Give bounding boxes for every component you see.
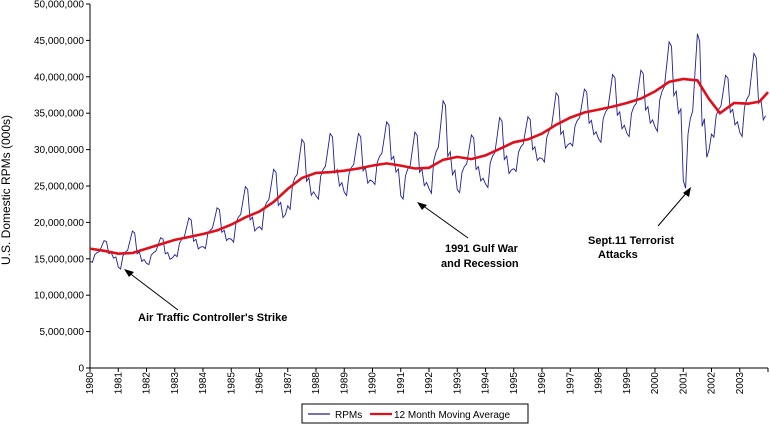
annotation-sept-11-text-1: Sept.11 Terrorist xyxy=(588,235,674,247)
x-tick-label: 2000 xyxy=(650,372,661,395)
legend-box xyxy=(301,403,529,424)
x-tick-label: 1985 xyxy=(226,372,237,395)
annotation-sept-11-arrowhead xyxy=(683,187,691,197)
y-tick-label: 25,000,000 xyxy=(34,182,84,193)
y-ticks: 0 5,000,000 10,000,000 15,000,000 20,000,000… xyxy=(34,0,90,375)
x-tick-label: 1998 xyxy=(594,372,605,395)
annotation-sept-11: Sept.11 Terrorist Attacks xyxy=(588,187,691,261)
y-tick-label: 40,000,000 xyxy=(34,72,84,83)
x-tick-label: 2002 xyxy=(707,372,718,395)
annotation-gulf-war-text-1: 1991 Gulf War xyxy=(445,243,519,255)
y-tick-label: 45,000,000 xyxy=(34,36,84,47)
series-moving-average-line xyxy=(89,77,769,256)
y-tick-label: 0 xyxy=(78,364,84,375)
x-tick-label: 1984 xyxy=(198,372,209,395)
annotation-strike-arrowhead xyxy=(124,269,134,277)
y-tick-label: 20,000,000 xyxy=(34,218,84,229)
y-tick-label: 50,000,000 xyxy=(34,0,84,11)
y-tick-label: 30,000,000 xyxy=(34,145,84,156)
annotation-gulf-war-arrow xyxy=(421,204,469,239)
x-tick-label: 1994 xyxy=(481,372,492,395)
x-tick-label: 1996 xyxy=(537,372,548,395)
x-tick-label: 1982 xyxy=(142,372,153,395)
annotation-sept-11-arrow xyxy=(657,190,689,227)
annotation-gulf-war-text-2: and Recession xyxy=(441,258,519,270)
y-tick-label: 5,000,000 xyxy=(40,327,85,338)
annotation-gulf-war-arrowhead xyxy=(417,202,427,210)
annotation-strike-arrow xyxy=(127,271,179,311)
x-tick-label: 1988 xyxy=(311,372,322,395)
annotation-strike-text: Air Traffic Controller's Strike xyxy=(138,312,287,324)
x-tick-label: 1987 xyxy=(283,372,294,395)
x-tick-label: 1981 xyxy=(113,372,124,395)
annotation-strike: Air Traffic Controller's Strike xyxy=(124,269,287,324)
x-tick-label: 1992 xyxy=(424,372,435,395)
x-tick-label: 1995 xyxy=(509,372,520,395)
x-tick-label: 1983 xyxy=(170,372,181,395)
x-tick-label: 1999 xyxy=(622,372,633,395)
series-rpms-line xyxy=(89,33,766,270)
x-tick-label: 1997 xyxy=(565,372,576,395)
y-tick-label: 35,000,000 xyxy=(34,109,84,120)
y-tick-label: 15,000,000 xyxy=(34,254,84,265)
x-tick-label: 1986 xyxy=(255,372,266,395)
annotation-gulf-war: 1991 Gulf War and Recession xyxy=(417,202,519,270)
legend: RPMs 12 Month Moving Average xyxy=(301,403,529,424)
x-tick-label: 2001 xyxy=(678,372,689,395)
x-tick-label: 1990 xyxy=(368,372,379,395)
x-tick-label: 1980 xyxy=(85,372,96,395)
x-tick-label: 1989 xyxy=(339,372,350,395)
x-tick-label: 1993 xyxy=(452,372,463,395)
y-axis-label: U.S. Domestic RPMs (000s) xyxy=(0,115,13,265)
x-tick-label: 1991 xyxy=(396,372,407,395)
annotation-sept-11-text-2: Attacks xyxy=(598,249,638,261)
y-tick-label: 10,000,000 xyxy=(34,291,84,302)
x-ticks: 1980 1981 1982 1983 1984 1985 1986 1987 1988 1989… xyxy=(85,368,769,395)
legend-label-moving-average: 12 Month Moving Average xyxy=(394,410,510,421)
x-tick-label: 2003 xyxy=(735,372,746,395)
legend-label-rpms: RPMs xyxy=(335,410,362,421)
